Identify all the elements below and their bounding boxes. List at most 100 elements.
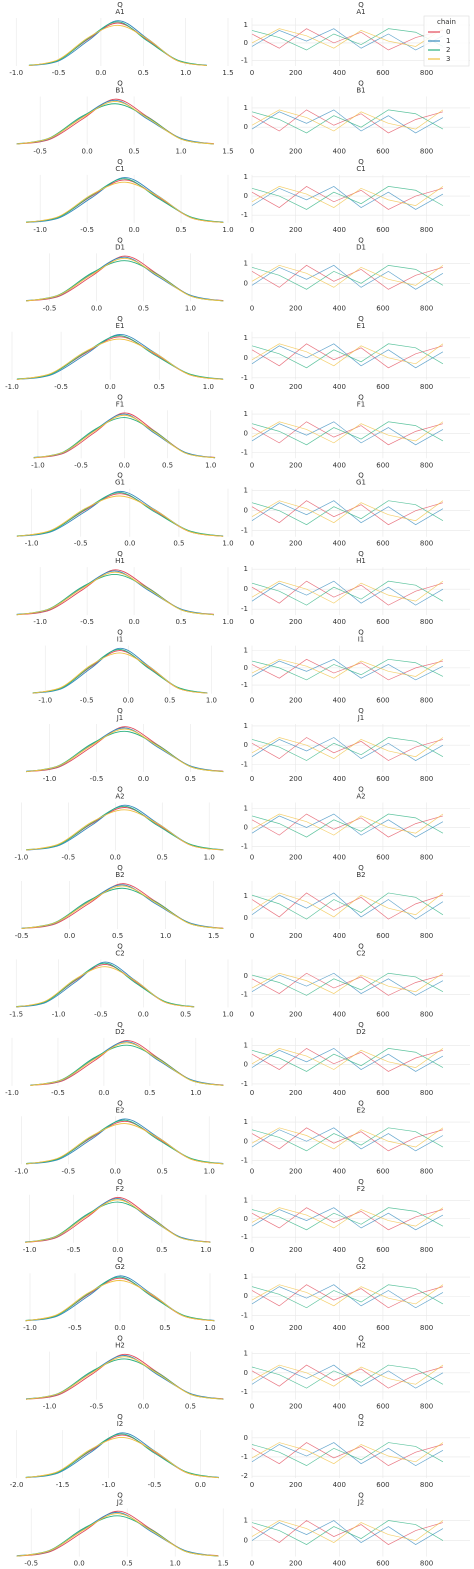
- x-tick-label: 0: [250, 1246, 254, 1254]
- density-line: [16, 493, 224, 537]
- x-tick-label: 1.0: [160, 932, 171, 940]
- x-tick-label: 800: [420, 1481, 433, 1489]
- y-tick-label: 1: [244, 259, 248, 267]
- x-tick-label: 600: [376, 69, 389, 77]
- y-tick-label: -1: [241, 1388, 248, 1396]
- trace-line: [251, 1364, 444, 1389]
- x-tick-label: 800: [420, 1324, 433, 1332]
- x-tick-label: 1.0: [204, 854, 215, 862]
- trace-line: [251, 1520, 444, 1543]
- x-tick-label: 200: [289, 697, 302, 705]
- trace-line: [251, 737, 444, 760]
- y-tick-label: 0: [244, 585, 248, 593]
- x-tick-label: 1.0: [203, 383, 214, 391]
- panel-subtitle: F2: [116, 1185, 124, 1193]
- panel-title: Q: [358, 707, 364, 715]
- x-tick-label: 800: [420, 1089, 433, 1097]
- panel-title: Q: [358, 1413, 364, 1421]
- density-line: [25, 1280, 215, 1322]
- x-tick-label: 200: [289, 775, 302, 783]
- density-line: [28, 22, 207, 67]
- x-tick-label: -1.0: [23, 1246, 37, 1254]
- x-tick-label: -1.0: [38, 697, 52, 705]
- panel-subtitle: G1: [115, 479, 125, 487]
- y-tick-label: 0: [244, 1292, 248, 1300]
- panel-title: Q: [117, 1, 123, 9]
- x-tick-label: 800: [420, 147, 433, 155]
- y-tick-label: -1: [241, 448, 248, 456]
- x-tick-label: -1.0: [52, 1010, 66, 1018]
- density-line: [28, 21, 207, 67]
- y-tick-label: -1: [241, 211, 248, 219]
- trace-line: [251, 343, 444, 369]
- density-line: [26, 727, 224, 773]
- density-line: [16, 573, 214, 616]
- x-tick-label: 400: [333, 1324, 346, 1332]
- y-tick-label: 0: [244, 1137, 248, 1145]
- x-tick-label: 0.0: [91, 304, 102, 312]
- x-tick-label: 400: [333, 383, 346, 391]
- panel-subtitle: G1: [356, 479, 366, 487]
- y-tick-label: 0: [244, 192, 248, 200]
- density-line: [28, 24, 207, 67]
- trace-line: [251, 109, 444, 134]
- x-tick-label: -0.5: [80, 697, 94, 705]
- x-tick-label: 600: [376, 932, 389, 940]
- x-tick-label: 0: [250, 1089, 254, 1097]
- panel-subtitle: B2: [115, 871, 124, 879]
- y-tick-label: -1: [241, 605, 248, 613]
- trace-line: [251, 658, 444, 679]
- panel-subtitle: H2: [115, 1342, 125, 1350]
- x-tick-label: 0.5: [159, 1324, 170, 1332]
- x-tick-label: 800: [420, 854, 433, 862]
- x-tick-label: 200: [289, 1324, 302, 1332]
- panel-title: Q: [117, 236, 123, 244]
- trace-line: [251, 1127, 444, 1152]
- x-tick-label: 0.0: [110, 1167, 121, 1175]
- x-tick-label: 1.0: [175, 147, 186, 155]
- x-tick-label: 200: [289, 1010, 302, 1018]
- x-tick-label: -1.0: [5, 383, 19, 391]
- y-tick-label: 1: [244, 722, 248, 730]
- trace-line: [251, 1047, 444, 1072]
- density-line: [16, 1515, 219, 1557]
- trace-line: [251, 109, 444, 132]
- x-tick-label: -1.0: [25, 540, 39, 548]
- y-tick-label: 1: [244, 410, 248, 418]
- x-tick-label: 1.0: [190, 1089, 201, 1097]
- y-tick-label: 0: [244, 1537, 248, 1545]
- x-tick-label: 400: [333, 618, 346, 626]
- x-tick-label: 600: [376, 304, 389, 312]
- panel-subtitle: H1: [356, 557, 366, 565]
- panel-subtitle: I1: [358, 636, 365, 644]
- x-tick-label: -0.5: [24, 1560, 38, 1568]
- x-tick-label: 1.0: [222, 226, 233, 234]
- x-tick-label: 0.0: [95, 69, 106, 77]
- density-line: [26, 804, 224, 851]
- y-tick-label: -1: [241, 681, 248, 689]
- density-line: [26, 179, 224, 223]
- x-tick-label: 200: [289, 69, 302, 77]
- x-tick-label: 200: [289, 1167, 302, 1175]
- panel-title: Q: [358, 1256, 364, 1264]
- x-tick-label: 800: [420, 304, 433, 312]
- x-tick-label: 400: [333, 540, 346, 548]
- density-line: [16, 335, 224, 380]
- density-line: [16, 962, 195, 1008]
- x-tick-label: 800: [420, 1010, 433, 1018]
- density-line: [25, 1433, 219, 1479]
- x-tick-label: 400: [333, 1403, 346, 1411]
- x-tick-label: 0: [250, 304, 254, 312]
- x-tick-label: 0.5: [185, 1403, 196, 1411]
- panel-subtitle: F2: [357, 1185, 365, 1193]
- panel-title: Q: [358, 315, 364, 323]
- y-tick-label: 1: [244, 487, 248, 495]
- x-tick-label: -0.5: [90, 1403, 104, 1411]
- y-tick-label: -1: [241, 1233, 248, 1241]
- panel-title: Q: [117, 707, 123, 715]
- trace-line: [251, 1284, 444, 1307]
- y-tick-label: 1: [244, 1273, 248, 1281]
- trace-line: [251, 1520, 444, 1545]
- trace-line: [251, 813, 444, 838]
- x-tick-label: 0: [250, 461, 254, 469]
